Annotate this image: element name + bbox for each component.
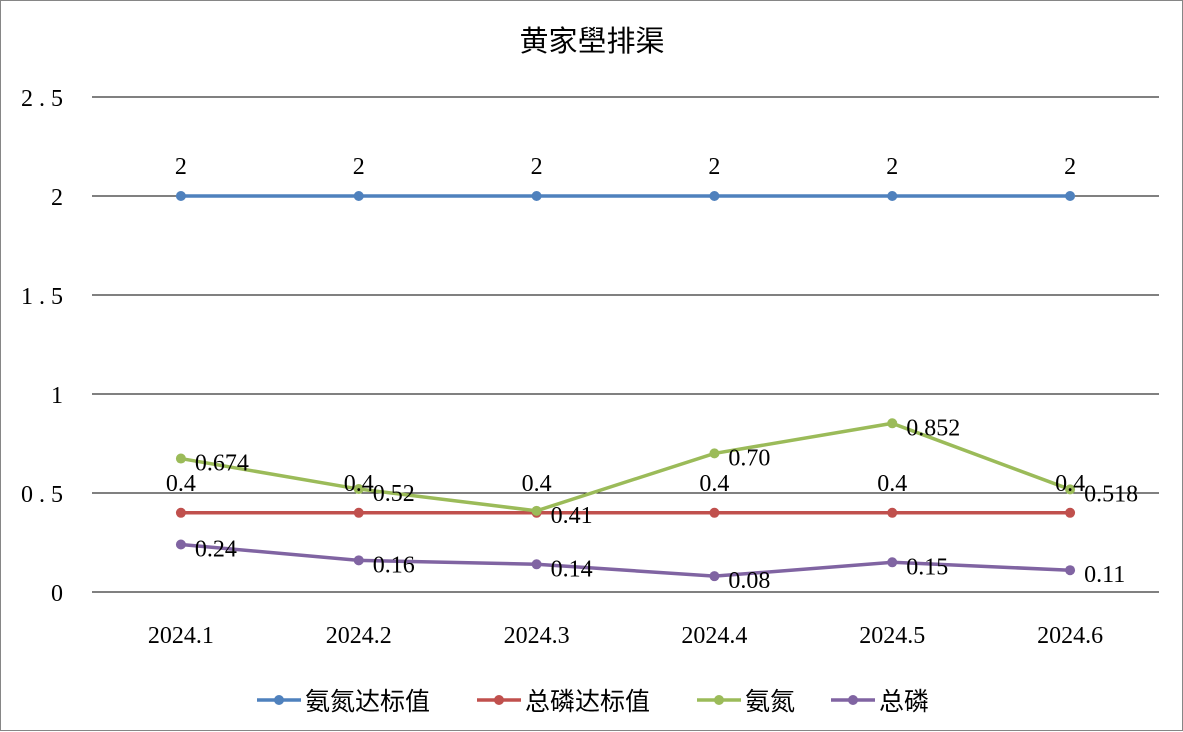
- y-tick-label: 1: [51, 383, 69, 409]
- legend-label: 氨氮: [745, 688, 795, 716]
- data-label: 0.518: [1084, 481, 1138, 507]
- data-point: [1065, 507, 1076, 518]
- y-tick-label: 1.5: [21, 284, 69, 310]
- data-label: 0.41: [551, 503, 593, 529]
- data-point: [175, 507, 186, 518]
- y-tick-label: 0: [51, 581, 69, 607]
- data-label: 0.70: [728, 445, 770, 471]
- data-point: [175, 539, 186, 550]
- data-point: [353, 191, 364, 201]
- data-label: 0.52: [373, 481, 415, 507]
- data-label: 2: [353, 154, 365, 180]
- data-label: 2: [531, 154, 543, 180]
- data-point: [175, 453, 186, 464]
- data-point: [531, 191, 542, 201]
- data-label: 0.674: [195, 451, 249, 477]
- data-label: 0.4: [699, 471, 729, 497]
- data-label: 0.16: [373, 552, 415, 578]
- x-tick-label: 2024.4: [681, 623, 747, 649]
- data-label: 2: [886, 154, 898, 180]
- data-point: [709, 448, 720, 459]
- data-point: [887, 418, 898, 429]
- data-label: 0.4: [877, 471, 907, 497]
- data-point: [887, 191, 898, 201]
- x-tick-label: 2024.5: [859, 623, 925, 649]
- data-label: 2: [708, 154, 720, 180]
- data-point: [353, 507, 364, 518]
- data-point: [887, 507, 898, 518]
- data-point: [709, 191, 720, 201]
- data-label: 0.4: [344, 471, 374, 497]
- data-point: [1065, 565, 1076, 576]
- data-label: 0.08: [728, 568, 770, 594]
- legend-marker: [494, 695, 504, 705]
- data-point: [709, 571, 720, 582]
- x-tick-label: 2024.2: [326, 623, 392, 649]
- y-tick-label: 2: [51, 185, 69, 211]
- data-point: [353, 484, 364, 495]
- data-point: [887, 557, 898, 568]
- legend-marker: [274, 695, 284, 705]
- data-point: [531, 559, 542, 570]
- data-label: 0.4: [166, 471, 196, 497]
- data-point: [1065, 191, 1076, 201]
- data-point: [531, 505, 542, 516]
- x-tick-label: 2024.3: [504, 623, 570, 649]
- data-label: 2: [1064, 154, 1076, 180]
- x-tick-label: 2024.1: [148, 623, 214, 649]
- legend-label: 氨氮达标值: [305, 688, 430, 716]
- data-label: 0.4: [1055, 471, 1085, 497]
- legend-label: 总磷达标值: [525, 688, 650, 716]
- series-line: [180, 421, 1071, 513]
- chart-title: 黄家壆排渠: [519, 25, 664, 58]
- legend-marker: [714, 695, 724, 705]
- data-point: [1065, 484, 1076, 495]
- y-tick-label: 0.5: [21, 482, 69, 508]
- data-point: [709, 507, 720, 518]
- data-label: 2: [175, 154, 187, 180]
- legend-label: 总磷: [879, 688, 929, 716]
- data-label: 0.14: [551, 556, 593, 582]
- data-point: [175, 191, 186, 201]
- y-tick-label: 2.5: [21, 86, 69, 112]
- x-tick-label: 2024.6: [1037, 623, 1103, 649]
- data-label: 0.24: [195, 536, 237, 562]
- data-point: [353, 555, 364, 566]
- data-label: 0.4: [522, 471, 552, 497]
- data-label: 0.15: [906, 554, 948, 580]
- data-label: 0.11: [1084, 562, 1125, 588]
- data-label: 0.852: [906, 415, 960, 441]
- legend-marker: [848, 695, 858, 705]
- series-line: [180, 542, 1071, 578]
